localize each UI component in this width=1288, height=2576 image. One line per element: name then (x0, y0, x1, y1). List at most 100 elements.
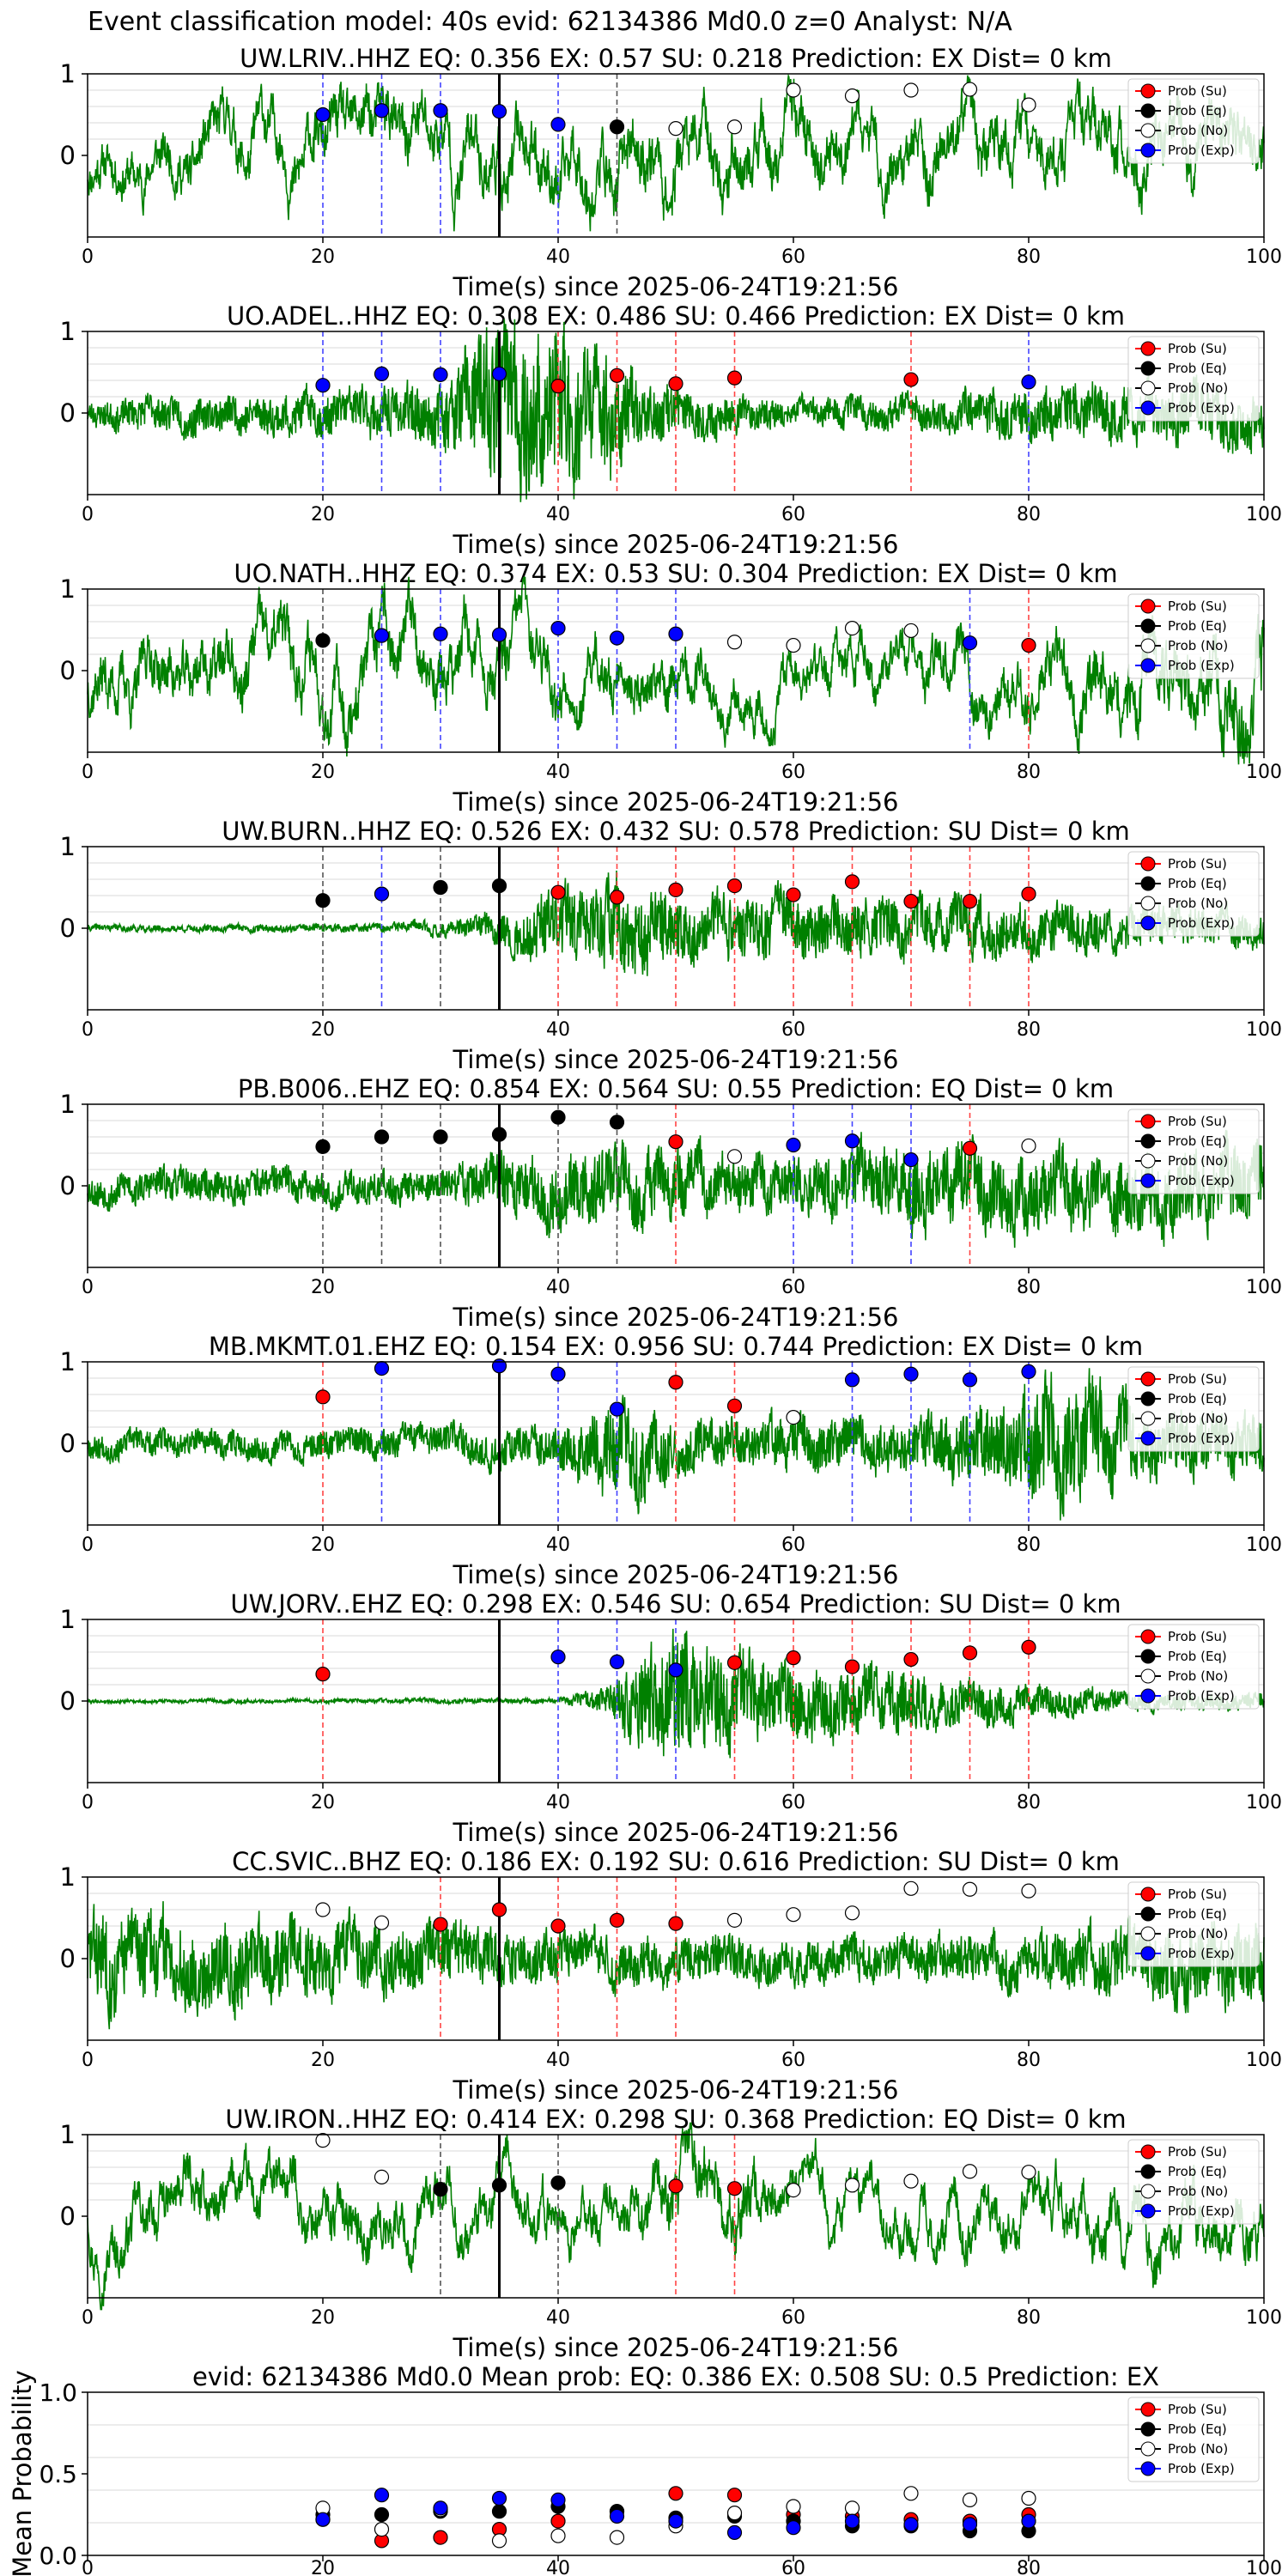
mean-marker-no (786, 2499, 801, 2514)
prob-marker-eq (491, 2178, 507, 2193)
y-tick-label: 1.0 (39, 2379, 77, 2407)
x-tick-label: 0 (82, 1792, 94, 1814)
prob-marker-no (962, 82, 978, 97)
legend-marker-exp (1140, 400, 1156, 416)
prob-marker-eq (433, 879, 448, 896)
y-tick-label: 0 (60, 1686, 76, 1716)
legend-marker-exp (1140, 1431, 1156, 1446)
prob-marker-su (668, 1916, 683, 1931)
x-tick-label: 100 (1246, 1792, 1282, 1814)
legend-label-eq: Prob (Eq) (1168, 618, 1227, 634)
x-tick-label: 40 (546, 246, 570, 268)
prob-marker-no (726, 119, 743, 135)
prob-marker-su (609, 1912, 625, 1928)
figure-title: Event classification model: 40s evid: 62… (88, 7, 1012, 37)
legend-marker-eq (1140, 1906, 1156, 1922)
x-tick-label: 100 (1246, 2307, 1282, 2329)
x-tick-label: 80 (1017, 2558, 1041, 2576)
x-tick-label: 0 (82, 1534, 94, 1556)
prob-marker-eq (491, 1127, 507, 1142)
legend-label-eq: Prob (Eq) (1168, 1133, 1227, 1149)
panel-6: MB.MKMT.01.EHZ EQ: 0.154 EX: 0.956 SU: 0… (60, 1332, 1282, 1589)
prob-marker-exp (433, 626, 448, 641)
prob-marker-no (903, 1880, 919, 1896)
prob-marker-exp (550, 1649, 566, 1665)
prob-marker-su (844, 1659, 860, 1674)
legend-label-su: Prob (Su) (1168, 83, 1227, 99)
x-tick-label: 0 (82, 1019, 94, 1041)
prob-marker-no (374, 2169, 390, 2184)
legend-marker-no (1140, 380, 1156, 396)
x-tick-label: 80 (1017, 246, 1041, 268)
prob-marker-no (1021, 2165, 1036, 2180)
mean-marker-no (962, 2492, 978, 2507)
legend-box (1127, 1881, 1260, 1967)
legend-marker-no (1140, 1153, 1156, 1169)
prob-marker-exp (491, 627, 507, 642)
legend-marker-exp (1140, 2461, 1156, 2476)
legend-marker-eq (1140, 361, 1156, 376)
panel-title: UO.ADEL..HHZ EQ: 0.308 EX: 0.486 SU: 0.4… (227, 301, 1125, 331)
x-tick-label: 40 (546, 2050, 570, 2071)
mean-marker-eq (374, 2506, 390, 2523)
prob-marker-no (374, 1915, 390, 1930)
x-axis-label: Time(s) since 2025-06-24T19:21:56 (453, 1045, 899, 1074)
prob-marker-eq (550, 1109, 566, 1125)
prob-marker-exp (374, 103, 390, 118)
x-tick-label: 40 (546, 2558, 570, 2576)
x-tick-label: 20 (311, 504, 335, 526)
legend-marker-su (1140, 2402, 1156, 2417)
x-axis-label: Time(s) since 2025-06-24T19:21:56 (453, 1560, 899, 1589)
x-tick-label: 100 (1246, 2558, 1282, 2576)
panel-4: UW.BURN..HHZ EQ: 0.526 EX: 0.432 SU: 0.5… (60, 817, 1282, 1074)
legend-marker-exp (1140, 1946, 1156, 1961)
legend-marker-no (1140, 638, 1156, 653)
legend-label-no: Prob (No) (1168, 123, 1228, 138)
prob-marker-exp (374, 628, 390, 643)
legend-box (1127, 336, 1260, 422)
legend-box (1127, 2397, 1260, 2482)
mean-marker-no (1021, 2490, 1036, 2506)
legend-marker-eq (1140, 1391, 1156, 1406)
x-axis-label: Time(s) since 2025-06-24T19:21:56 (453, 2333, 899, 2362)
legend-label-su: Prob (Su) (1168, 1371, 1227, 1387)
prob-marker-exp (491, 104, 507, 119)
legend-label-eq: Prob (Eq) (1168, 1391, 1227, 1406)
prob-marker-no (1021, 1138, 1036, 1154)
legend-marker-no (1140, 2184, 1156, 2199)
legend-marker-eq (1140, 2164, 1156, 2179)
legend-label-no: Prob (No) (1168, 380, 1228, 396)
prob-marker-su (668, 882, 683, 897)
prob-marker-eq (609, 1115, 625, 1130)
x-tick-label: 0 (82, 246, 94, 268)
x-tick-label: 60 (781, 1534, 805, 1556)
x-tick-label: 60 (781, 1792, 805, 1814)
legend-marker-exp (1140, 2203, 1156, 2219)
legend-label-su: Prob (Su) (1168, 856, 1227, 872)
prob-marker-exp (315, 378, 331, 393)
prob-marker-exp (786, 1137, 801, 1153)
legend-label-eq: Prob (Eq) (1168, 361, 1227, 376)
waveform-trace (87, 73, 1265, 232)
mean-marker-exp (903, 2517, 919, 2532)
legend-label-exp: Prob (Exp) (1168, 2461, 1235, 2476)
legend-label-eq: Prob (Eq) (1168, 1906, 1227, 1922)
prob-marker-exp (903, 1151, 919, 1168)
x-tick-label: 0 (82, 1277, 94, 1298)
legend-box (1127, 1109, 1260, 1194)
x-tick-label: 80 (1017, 762, 1041, 783)
panel-title: UW.LRIV..HHZ EQ: 0.356 EX: 0.57 SU: 0.21… (240, 44, 1112, 73)
x-tick-label: 40 (546, 1792, 570, 1814)
prob-marker-exp (903, 1366, 919, 1382)
prob-marker-su (786, 1650, 801, 1666)
legend-marker-eq (1140, 103, 1156, 118)
x-tick-label: 60 (781, 246, 805, 268)
prob-marker-no (903, 2173, 919, 2189)
prob-marker-no (1021, 1883, 1036, 1899)
panel-title: UW.JORV..EHZ EQ: 0.298 EX: 0.546 SU: 0.6… (230, 1589, 1121, 1619)
x-tick-label: 80 (1017, 1792, 1041, 1814)
prob-marker-eq (433, 2182, 448, 2197)
legend-label-no: Prob (No) (1168, 2441, 1228, 2457)
x-tick-label: 80 (1017, 504, 1041, 526)
